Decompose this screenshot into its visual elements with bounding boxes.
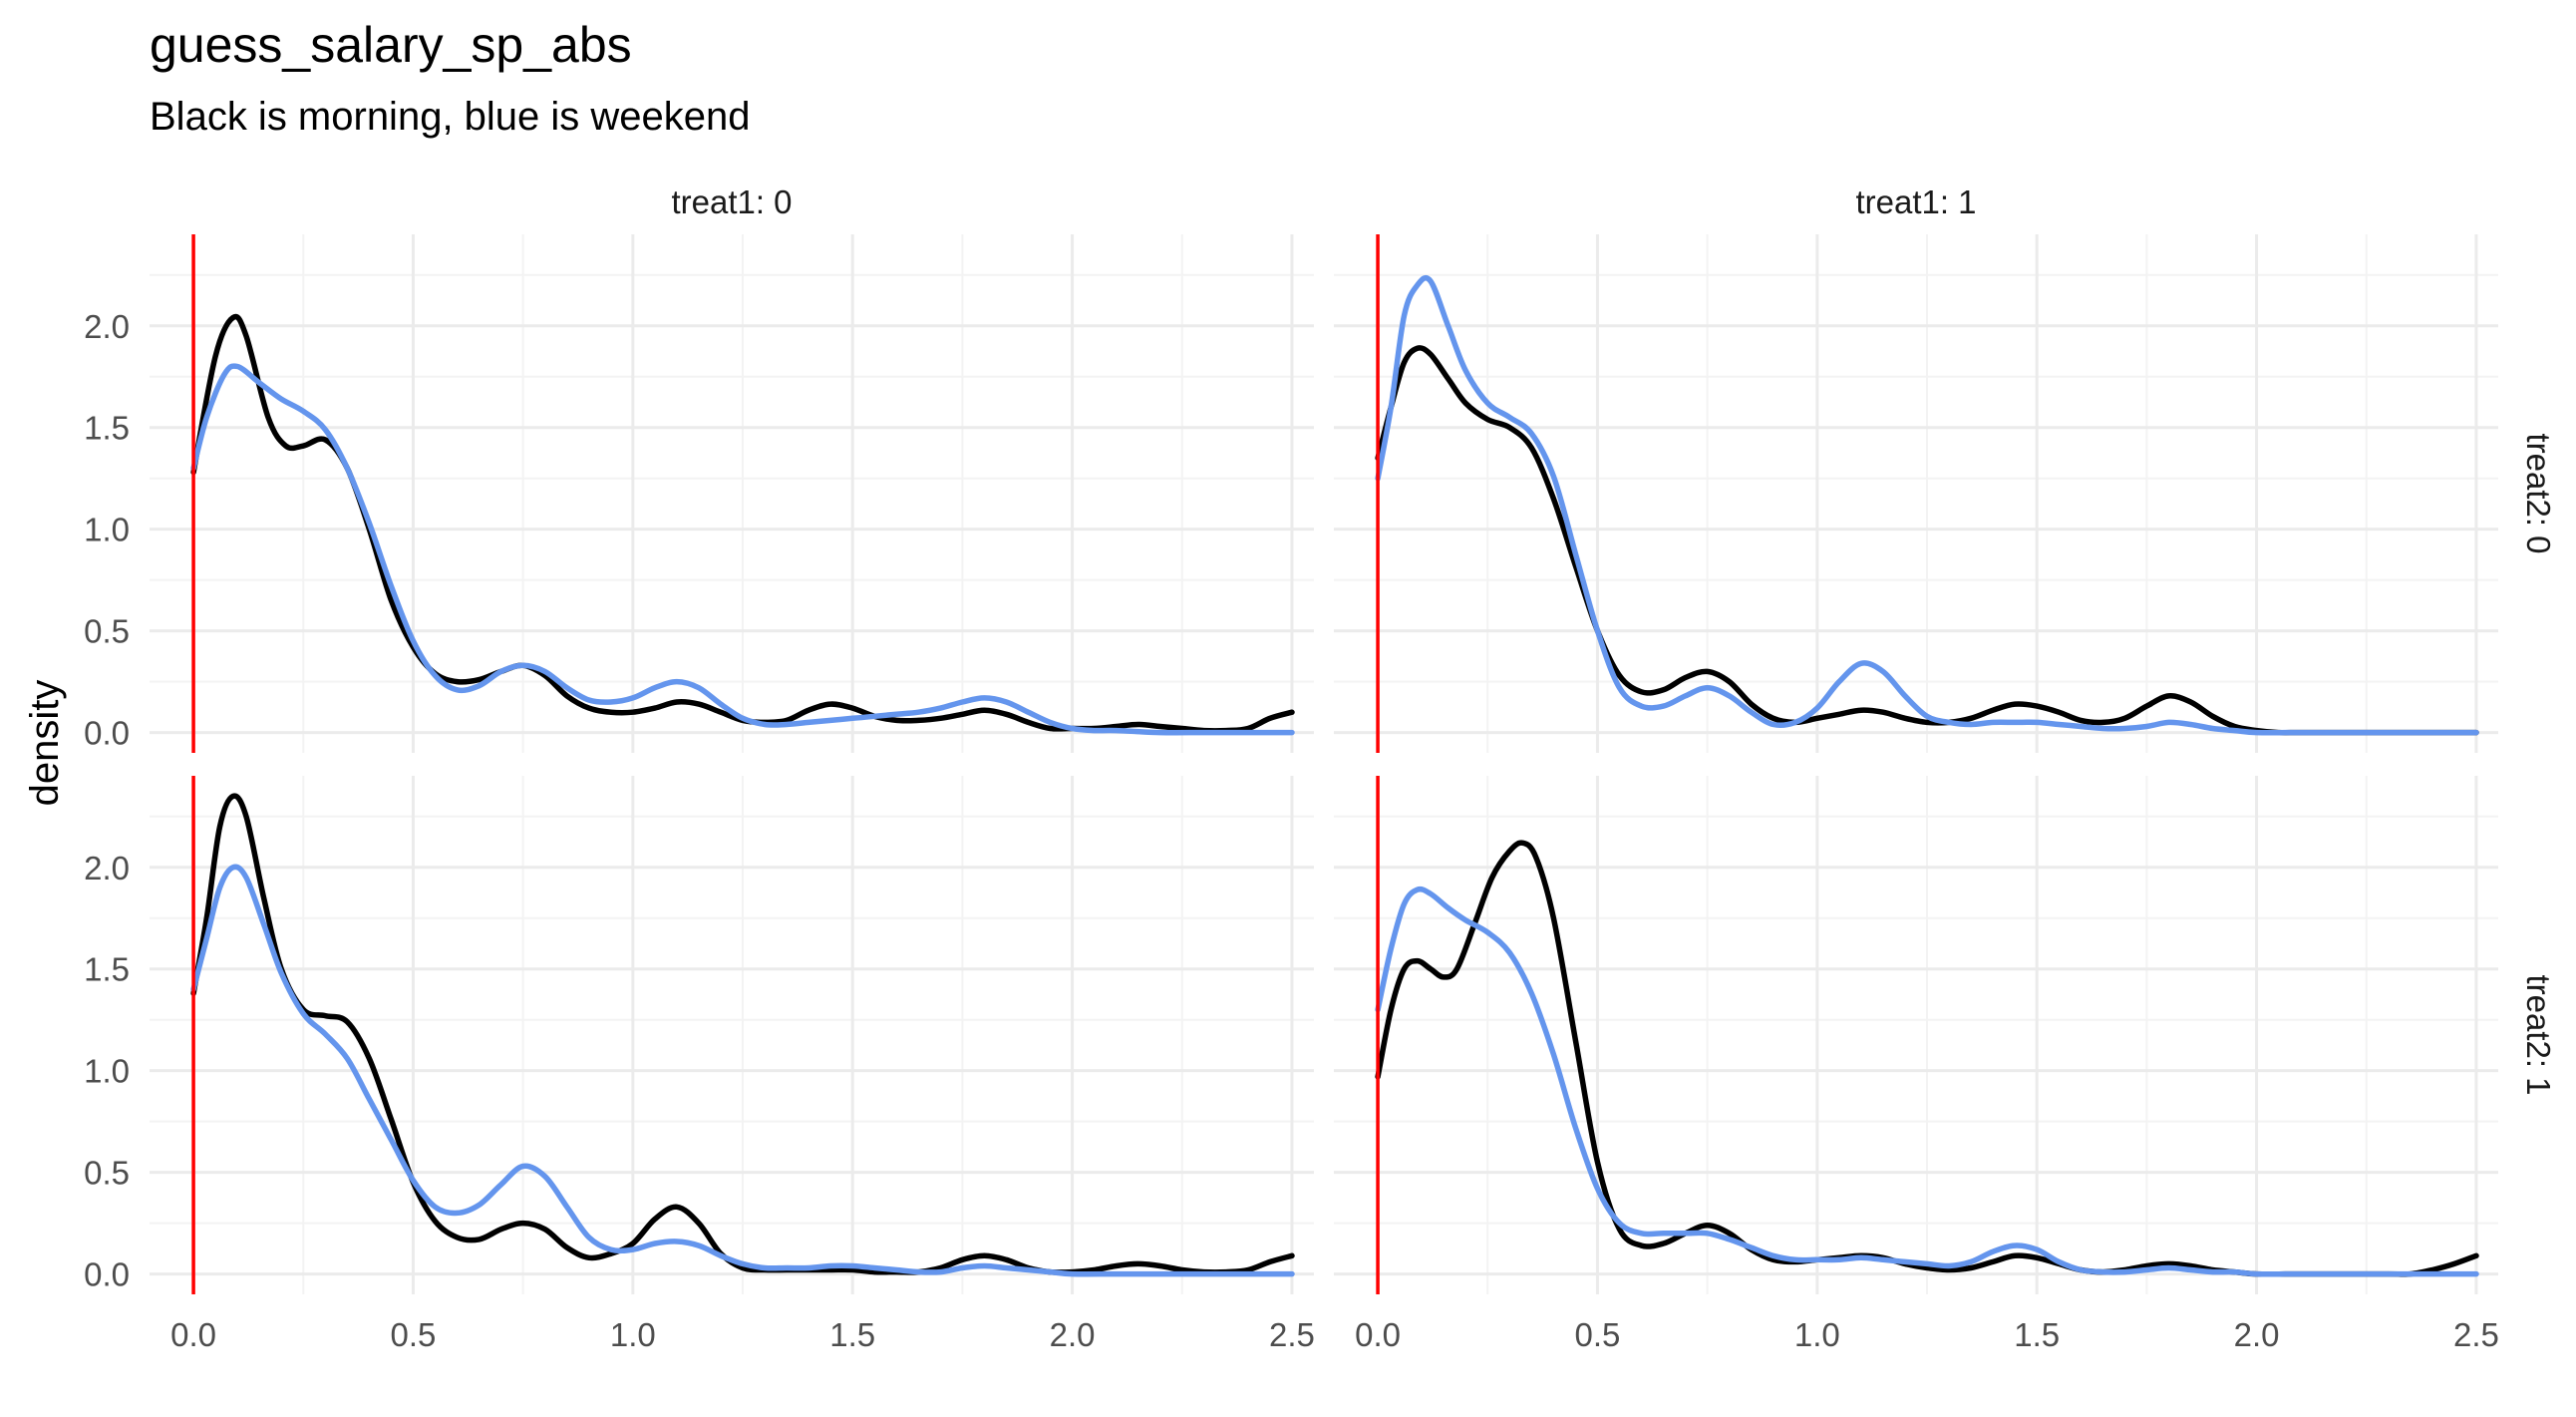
y-tick-label: 0.5 xyxy=(84,613,130,650)
y-tick-label: 0.0 xyxy=(84,715,130,752)
y-tick-label: 0.5 xyxy=(84,1155,130,1192)
chart-title: guess_salary_sp_abs xyxy=(150,17,632,73)
column-strip-label: treat1: 1 xyxy=(1855,183,1976,220)
y-tick-label: 1.5 xyxy=(84,410,130,447)
x-tick-label: 0.5 xyxy=(391,1316,437,1353)
x-tick-label: 0.0 xyxy=(170,1316,216,1353)
row-strip-label: treat2: 1 xyxy=(2520,974,2557,1095)
row-strip-label: treat2: 0 xyxy=(2520,433,2557,553)
weekend-density-line xyxy=(190,864,1295,1277)
y-tick-label: 1.0 xyxy=(84,512,130,548)
y-tick-label: 1.5 xyxy=(84,951,130,988)
x-tick-label: 2.5 xyxy=(2453,1316,2499,1353)
x-tick-label: 2.0 xyxy=(1050,1316,1096,1353)
y-tick-label: 0.0 xyxy=(84,1256,130,1293)
weekend-density-line xyxy=(1375,886,2479,1277)
y-tick-label: 1.0 xyxy=(84,1053,130,1090)
panel-3: 0.0 0.5 1.0 1.5 2.0 0.0 0.5 1.0 1.5 2.0 2.5 xyxy=(84,776,1315,1353)
x-tick-label: 0.5 xyxy=(1575,1316,1621,1353)
facet-panels: 0.0 0.5 1.0 1.5 2.0 treat1: 0 treat1: 1 treat2:… xyxy=(84,183,2557,1353)
column-strip-label: treat1: 0 xyxy=(671,183,792,220)
weekend-density-line xyxy=(1375,274,2479,736)
weekend-density-line xyxy=(190,363,1295,736)
x-tick-label: 2.5 xyxy=(1269,1316,1315,1353)
x-tick-label: 1.5 xyxy=(2014,1316,2060,1353)
morning-density-line xyxy=(190,793,1295,1275)
panel-1: 0.0 0.5 1.0 1.5 2.0 treat1: 0 xyxy=(84,183,1314,753)
chart-subtitle: Black is morning, blue is weekend xyxy=(150,95,751,139)
x-tick-label: 2.0 xyxy=(2234,1316,2280,1353)
panel-2: treat1: 1 treat2: 0 xyxy=(1334,183,2557,753)
x-tick-label: 1.0 xyxy=(1794,1316,1840,1353)
y-tick-label: 2.0 xyxy=(84,850,130,886)
y-tick-label: 2.0 xyxy=(84,308,130,345)
x-tick-label: 0.0 xyxy=(1355,1316,1401,1353)
panel-4: 0.0 0.5 1.0 1.5 2.0 2.5 treat2: 1 xyxy=(1334,776,2557,1353)
x-tick-label: 1.5 xyxy=(829,1316,875,1353)
y-axis-title: density xyxy=(23,680,67,807)
morning-density-line xyxy=(1375,345,2479,736)
x-tick-label: 1.0 xyxy=(610,1316,656,1353)
